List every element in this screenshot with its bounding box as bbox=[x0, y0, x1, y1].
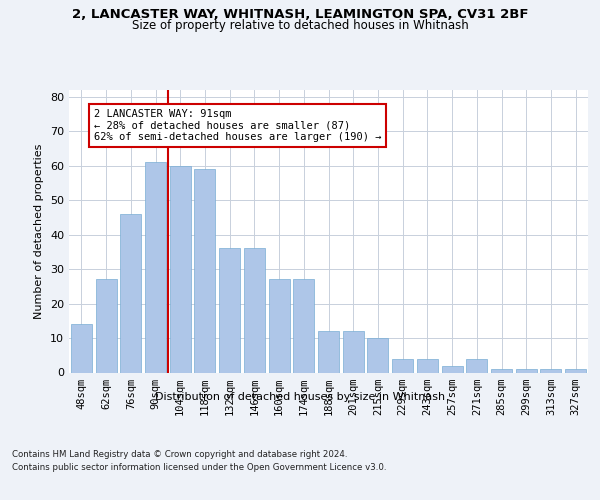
Bar bbox=[71, 324, 92, 372]
Bar bbox=[442, 366, 463, 372]
Bar bbox=[219, 248, 240, 372]
Bar bbox=[565, 369, 586, 372]
Bar bbox=[466, 358, 487, 372]
Text: 2, LANCASTER WAY, WHITNASH, LEAMINGTON SPA, CV31 2BF: 2, LANCASTER WAY, WHITNASH, LEAMINGTON S… bbox=[72, 8, 528, 20]
Y-axis label: Number of detached properties: Number of detached properties bbox=[34, 144, 44, 319]
Text: Distribution of detached houses by size in Whitnash: Distribution of detached houses by size … bbox=[155, 392, 445, 402]
Bar bbox=[145, 162, 166, 372]
Bar bbox=[367, 338, 388, 372]
Bar bbox=[417, 358, 438, 372]
Bar bbox=[293, 280, 314, 372]
Bar bbox=[343, 331, 364, 372]
Bar bbox=[120, 214, 141, 372]
Bar bbox=[392, 358, 413, 372]
Bar bbox=[170, 166, 191, 372]
Bar bbox=[244, 248, 265, 372]
Bar bbox=[269, 280, 290, 372]
Text: Size of property relative to detached houses in Whitnash: Size of property relative to detached ho… bbox=[131, 19, 469, 32]
Bar bbox=[95, 280, 116, 372]
Text: Contains public sector information licensed under the Open Government Licence v3: Contains public sector information licen… bbox=[12, 462, 386, 471]
Bar bbox=[516, 369, 537, 372]
Bar bbox=[541, 369, 562, 372]
Text: 2 LANCASTER WAY: 91sqm
← 28% of detached houses are smaller (87)
62% of semi-det: 2 LANCASTER WAY: 91sqm ← 28% of detached… bbox=[94, 109, 381, 142]
Text: Contains HM Land Registry data © Crown copyright and database right 2024.: Contains HM Land Registry data © Crown c… bbox=[12, 450, 347, 459]
Bar bbox=[194, 169, 215, 372]
Bar bbox=[318, 331, 339, 372]
Bar bbox=[491, 369, 512, 372]
